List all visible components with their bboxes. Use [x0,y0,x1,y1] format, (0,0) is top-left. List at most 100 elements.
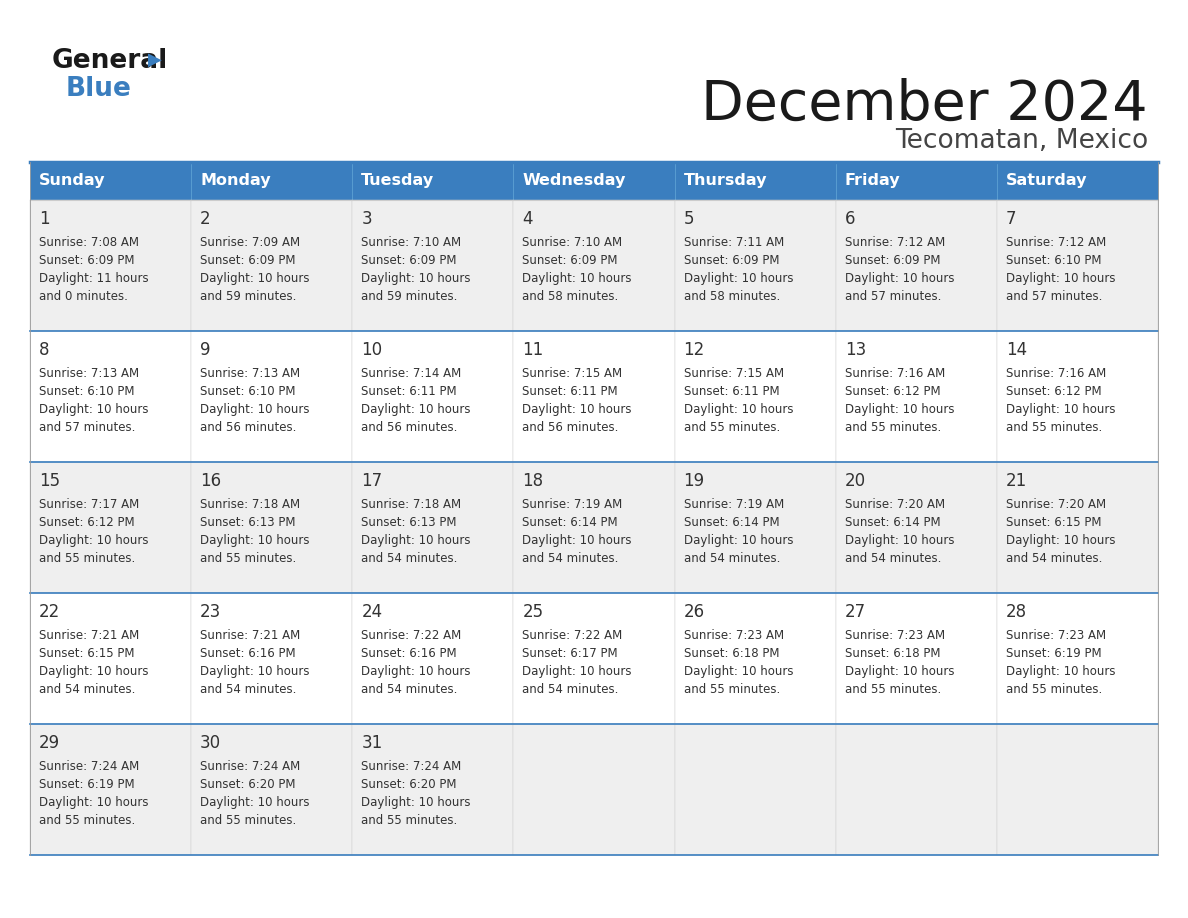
Text: 3: 3 [361,210,372,228]
Text: Sunrise: 7:15 AM: Sunrise: 7:15 AM [523,367,623,380]
Text: 12: 12 [683,341,704,359]
Text: Daylight: 10 hours: Daylight: 10 hours [1006,403,1116,416]
Text: 20: 20 [845,472,866,490]
Text: Sunrise: 7:23 AM: Sunrise: 7:23 AM [845,629,944,642]
Bar [997,724,1158,855]
Text: and 59 minutes.: and 59 minutes. [200,290,297,303]
Text: Sunset: 6:09 PM: Sunset: 6:09 PM [361,254,456,267]
Text: Daylight: 10 hours: Daylight: 10 hours [523,665,632,678]
Text: and 54 minutes.: and 54 minutes. [523,683,619,696]
Text: and 56 minutes.: and 56 minutes. [361,421,457,434]
Text: Sunset: 6:14 PM: Sunset: 6:14 PM [683,516,779,529]
Text: General: General [52,48,169,74]
Text: and 54 minutes.: and 54 minutes. [39,683,135,696]
Text: Sunrise: 7:16 AM: Sunrise: 7:16 AM [1006,367,1106,380]
Text: Sunset: 6:15 PM: Sunset: 6:15 PM [1006,516,1101,529]
Text: Daylight: 10 hours: Daylight: 10 hours [845,272,954,285]
Text: Daylight: 10 hours: Daylight: 10 hours [845,534,954,547]
Text: Sunrise: 7:11 AM: Sunrise: 7:11 AM [683,236,784,249]
Text: 21: 21 [1006,472,1028,490]
Text: Sunrise: 7:14 AM: Sunrise: 7:14 AM [361,367,461,380]
Text: Sunset: 6:12 PM: Sunset: 6:12 PM [39,516,134,529]
Text: 30: 30 [200,734,221,752]
Text: Blue: Blue [67,76,132,102]
Text: 28: 28 [1006,603,1026,621]
Text: 2: 2 [200,210,210,228]
Text: Daylight: 10 hours: Daylight: 10 hours [683,665,794,678]
Text: 4: 4 [523,210,533,228]
Text: 23: 23 [200,603,221,621]
Text: Sunrise: 7:15 AM: Sunrise: 7:15 AM [683,367,784,380]
Bar [191,593,353,724]
Text: and 56 minutes.: and 56 minutes. [523,421,619,434]
Text: 18: 18 [523,472,544,490]
Text: Sunrise: 7:18 AM: Sunrise: 7:18 AM [200,498,301,511]
Text: 26: 26 [683,603,704,621]
Text: Daylight: 10 hours: Daylight: 10 hours [1006,534,1116,547]
Text: Wednesday: Wednesday [523,174,626,188]
Text: Daylight: 10 hours: Daylight: 10 hours [200,272,310,285]
Bar [353,593,513,724]
Bar [513,724,675,855]
Text: Daylight: 10 hours: Daylight: 10 hours [361,403,470,416]
Text: Sunset: 6:13 PM: Sunset: 6:13 PM [361,516,456,529]
Text: Daylight: 10 hours: Daylight: 10 hours [361,665,470,678]
Bar [191,200,353,331]
Text: Sunset: 6:13 PM: Sunset: 6:13 PM [200,516,296,529]
Text: Sunset: 6:09 PM: Sunset: 6:09 PM [845,254,940,267]
Text: Friday: Friday [845,174,901,188]
Bar [675,200,835,331]
Bar [835,331,997,462]
Text: and 56 minutes.: and 56 minutes. [200,421,297,434]
Text: Sunset: 6:12 PM: Sunset: 6:12 PM [845,385,941,398]
Bar [30,331,191,462]
Text: Tuesday: Tuesday [361,174,435,188]
Text: 31: 31 [361,734,383,752]
Text: Sunset: 6:14 PM: Sunset: 6:14 PM [845,516,941,529]
Text: and 58 minutes.: and 58 minutes. [683,290,779,303]
Text: and 55 minutes.: and 55 minutes. [200,552,296,565]
Text: Sunset: 6:11 PM: Sunset: 6:11 PM [523,385,618,398]
Text: Daylight: 10 hours: Daylight: 10 hours [39,796,148,809]
Bar [513,462,675,593]
Text: Sunset: 6:19 PM: Sunset: 6:19 PM [39,778,134,791]
Text: and 55 minutes.: and 55 minutes. [1006,683,1102,696]
Bar [675,162,835,200]
Text: Sunset: 6:09 PM: Sunset: 6:09 PM [39,254,134,267]
Bar [513,331,675,462]
Text: Sunset: 6:09 PM: Sunset: 6:09 PM [200,254,296,267]
Text: Daylight: 10 hours: Daylight: 10 hours [523,403,632,416]
Bar [353,462,513,593]
Text: and 57 minutes.: and 57 minutes. [845,290,941,303]
Text: and 54 minutes.: and 54 minutes. [845,552,941,565]
Text: Sunset: 6:15 PM: Sunset: 6:15 PM [39,647,134,660]
Text: Sunset: 6:17 PM: Sunset: 6:17 PM [523,647,618,660]
Text: Sunrise: 7:20 AM: Sunrise: 7:20 AM [1006,498,1106,511]
Text: 15: 15 [39,472,61,490]
Text: Sunset: 6:10 PM: Sunset: 6:10 PM [39,385,134,398]
Text: Sunrise: 7:18 AM: Sunrise: 7:18 AM [361,498,461,511]
Text: Daylight: 10 hours: Daylight: 10 hours [523,534,632,547]
Text: Daylight: 10 hours: Daylight: 10 hours [845,665,954,678]
Text: and 59 minutes.: and 59 minutes. [361,290,457,303]
Text: and 54 minutes.: and 54 minutes. [1006,552,1102,565]
Text: Sunrise: 7:08 AM: Sunrise: 7:08 AM [39,236,139,249]
Text: Sunset: 6:12 PM: Sunset: 6:12 PM [1006,385,1101,398]
Text: Tecomatan, Mexico: Tecomatan, Mexico [895,128,1148,154]
Text: Sunday: Sunday [39,174,106,188]
Text: Monday: Monday [200,174,271,188]
Bar [513,162,675,200]
Text: 22: 22 [39,603,61,621]
Bar [835,462,997,593]
Text: Sunset: 6:09 PM: Sunset: 6:09 PM [523,254,618,267]
Text: and 55 minutes.: and 55 minutes. [39,814,135,827]
Text: Daylight: 10 hours: Daylight: 10 hours [361,534,470,547]
Text: and 55 minutes.: and 55 minutes. [200,814,296,827]
Text: Sunset: 6:18 PM: Sunset: 6:18 PM [683,647,779,660]
Text: Saturday: Saturday [1006,174,1087,188]
Text: 9: 9 [200,341,210,359]
Bar [191,724,353,855]
Text: and 57 minutes.: and 57 minutes. [39,421,135,434]
Text: Sunrise: 7:21 AM: Sunrise: 7:21 AM [39,629,139,642]
Text: Daylight: 10 hours: Daylight: 10 hours [361,272,470,285]
